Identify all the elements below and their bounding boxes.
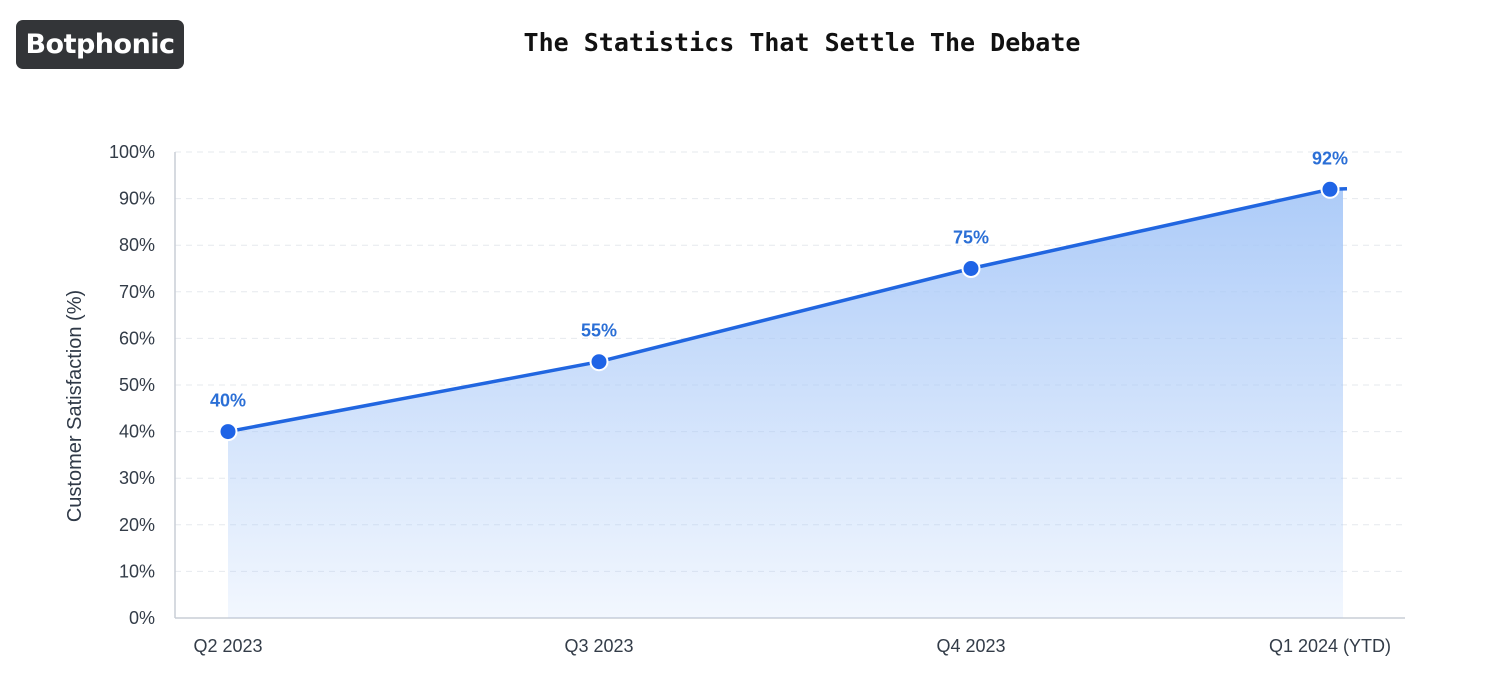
- data-label: 55%: [581, 321, 617, 341]
- y-tick-label: 30%: [119, 468, 155, 488]
- x-tick-label: Q4 2023: [936, 636, 1005, 656]
- y-tick-label: 90%: [119, 189, 155, 209]
- data-label: 75%: [953, 228, 989, 248]
- y-tick-label: 40%: [119, 422, 155, 442]
- area-fill: [228, 189, 1343, 618]
- y-tick-label: 10%: [119, 561, 155, 581]
- x-tick-label: Q3 2023: [564, 636, 633, 656]
- data-label: 40%: [210, 391, 246, 411]
- y-tick-label: 70%: [119, 282, 155, 302]
- x-axis-ticks: Q2 2023 Q3 2023 Q4 2023 Q1 2024 (YTD): [193, 636, 1391, 656]
- y-tick-label: 50%: [119, 375, 155, 395]
- data-point: [589, 352, 609, 372]
- data-point: [1320, 179, 1340, 199]
- y-tick-label: 20%: [119, 515, 155, 535]
- data-points: [218, 179, 1340, 442]
- y-tick-label: 100%: [109, 142, 155, 162]
- y-tick-label: 80%: [119, 235, 155, 255]
- data-label: 92%: [1312, 148, 1348, 168]
- brand-logo: Botphonic: [16, 20, 184, 69]
- x-tick-label: Q1 2024 (YTD): [1269, 636, 1391, 656]
- chart-title: The Statistics That Settle The Debate: [523, 28, 1081, 57]
- y-tick-label: 60%: [119, 328, 155, 348]
- y-axis-ticks: 0% 10% 20% 30% 40% 50% 60% 70% 80% 90% 100%: [109, 142, 155, 628]
- data-point: [961, 259, 981, 278]
- y-tick-label: 0%: [129, 608, 155, 628]
- x-tick-label: Q2 2023: [193, 636, 262, 656]
- data-point: [218, 422, 238, 442]
- y-axis-title: Customer Satisfaction (%): [64, 290, 86, 522]
- data-labels: 40% 55% 75% 92%: [210, 148, 1348, 410]
